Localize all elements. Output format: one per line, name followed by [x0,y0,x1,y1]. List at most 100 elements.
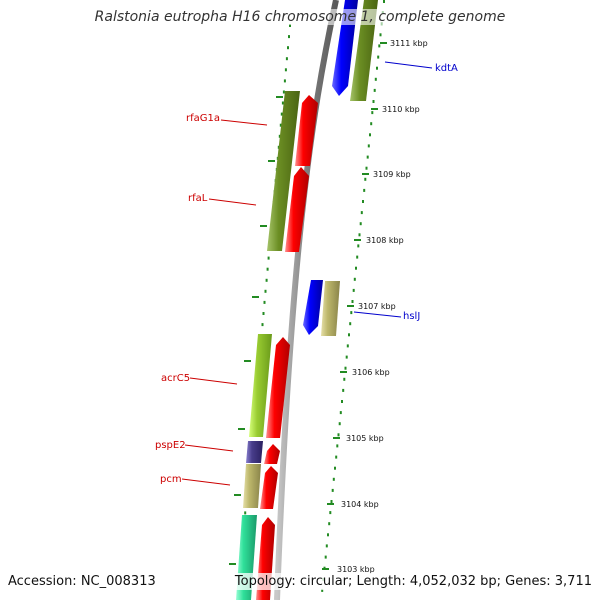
tick-dot [346,344,349,348]
tick-dot [353,277,356,281]
tick-dot [341,400,343,403]
tick-dot [374,77,377,81]
tick-dot [284,68,287,72]
tick-dot [278,134,281,138]
tick-dot [332,477,335,481]
map-title: Ralstonia eutropha H16 chromosome 1, com… [0,9,600,25]
feature-block-olive-top[interactable] [350,0,378,101]
tick-dot [345,355,348,359]
tick-dot [321,588,324,592]
tick-dot [289,24,291,27]
leader-line-rfaL [208,198,257,206]
gene-label-rfaG1a[interactable]: rfaG1a [186,113,220,124]
tick-dot [369,133,371,137]
feature-block-olive-rfa[interactable] [267,91,300,251]
tick-dot [265,278,268,282]
tick-dot [334,466,336,470]
leader-line-kdtA [384,61,433,69]
tick-dot [355,266,357,270]
tick-mark [354,239,361,241]
tick-dot [376,66,378,70]
tick-dot [349,322,352,326]
feature-block-lime-acrC5[interactable] [249,334,272,437]
tick-dot [358,233,361,237]
ruler-label: 3105 kbp [346,434,384,443]
accession-text: Accession: NC_008313 [6,573,158,590]
gene-arrow-red-rfaG1a[interactable] [295,95,318,166]
tick-dot [383,0,385,3]
tick-mark [340,371,347,373]
feature-block-khaki-hslJ[interactable] [321,281,340,336]
tick-dot [373,88,376,92]
tick-dot [344,366,347,370]
tick-dot [364,177,367,181]
tick-mark [362,173,369,175]
tick-dot [372,100,375,103]
tick-dot [287,46,289,50]
leader-line-acrC5 [189,377,238,385]
tick-mark [322,568,329,570]
tick-dot [338,422,341,426]
tick-dot [365,166,368,170]
feature-block-slate-pspE2[interactable] [246,441,263,463]
tick-mark [238,428,245,430]
ruler-labels: 3111 kbp 3110 kbp 3109 kbp 3108 kbp 3107… [337,39,428,574]
tick-dot [324,555,327,559]
leader-line-hslJ [353,311,402,318]
feature-block-khaki-pcm[interactable] [243,464,261,508]
gene-arrow-red-pspE2[interactable] [264,444,280,464]
tick-mark [347,305,354,307]
tick-mark [229,563,236,565]
tick-dot [329,511,332,515]
tick-dot [342,388,345,392]
ruler-label: 3111 kbp [390,39,428,48]
ruler-label: 3104 kbp [341,500,379,509]
gene-label-hslJ[interactable]: hslJ [403,311,420,322]
tick-dot [362,200,364,203]
ruler-label: 3106 kbp [352,368,390,377]
outer-features [303,0,378,336]
tick-dot [350,311,353,315]
tick-dot [359,222,362,226]
tick-mark [327,503,334,505]
tick-dot [370,122,373,126]
leader-line-pcm [181,478,231,486]
tick-dot [352,288,355,292]
tick-dot [330,500,333,503]
tick-mark [276,96,283,98]
gene-arrow-red-pcm[interactable] [260,466,278,509]
ruler-label: 3109 kbp [373,170,411,179]
tick-mark [268,160,275,162]
tick-dot [266,267,269,271]
gene-arrow-red-rfaL[interactable] [285,167,309,252]
tick-dot [378,44,381,48]
tick-dot [280,112,283,116]
ruler-label: 3103 kbp [337,565,375,574]
tick-dot [367,144,370,148]
gene-arrow-red-acrC5[interactable] [266,337,290,438]
gene-label-kdtA[interactable]: kdtA [435,63,458,74]
tick-dot [363,188,366,192]
tick-dot [339,411,342,415]
tick-dot [366,155,369,159]
tick-dot [283,79,286,83]
tick-dot [356,255,359,259]
tick-dot [377,55,380,59]
tick-dot [244,511,247,515]
tick-mark [234,494,241,496]
gene-label-pcm[interactable]: pcm [160,474,182,485]
gene-arrow-blue-hslJ[interactable] [303,280,323,335]
tick-dot [371,111,374,115]
tick-mark [333,437,340,439]
ruler-label: 3107 kbp [358,302,396,311]
gene-label-rfaL[interactable]: rfaL [188,193,208,204]
gene-label-acrC5[interactable]: acrC5 [161,373,190,384]
tick-dot [327,533,329,537]
tick-dot [379,33,382,37]
gene-label-pspE2[interactable]: pspE2 [155,440,186,451]
tick-dot [337,433,340,437]
tick-dot [360,211,363,215]
tick-dot [357,244,360,248]
tick-dot [331,488,334,492]
ruler-label: 3108 kbp [366,236,404,245]
